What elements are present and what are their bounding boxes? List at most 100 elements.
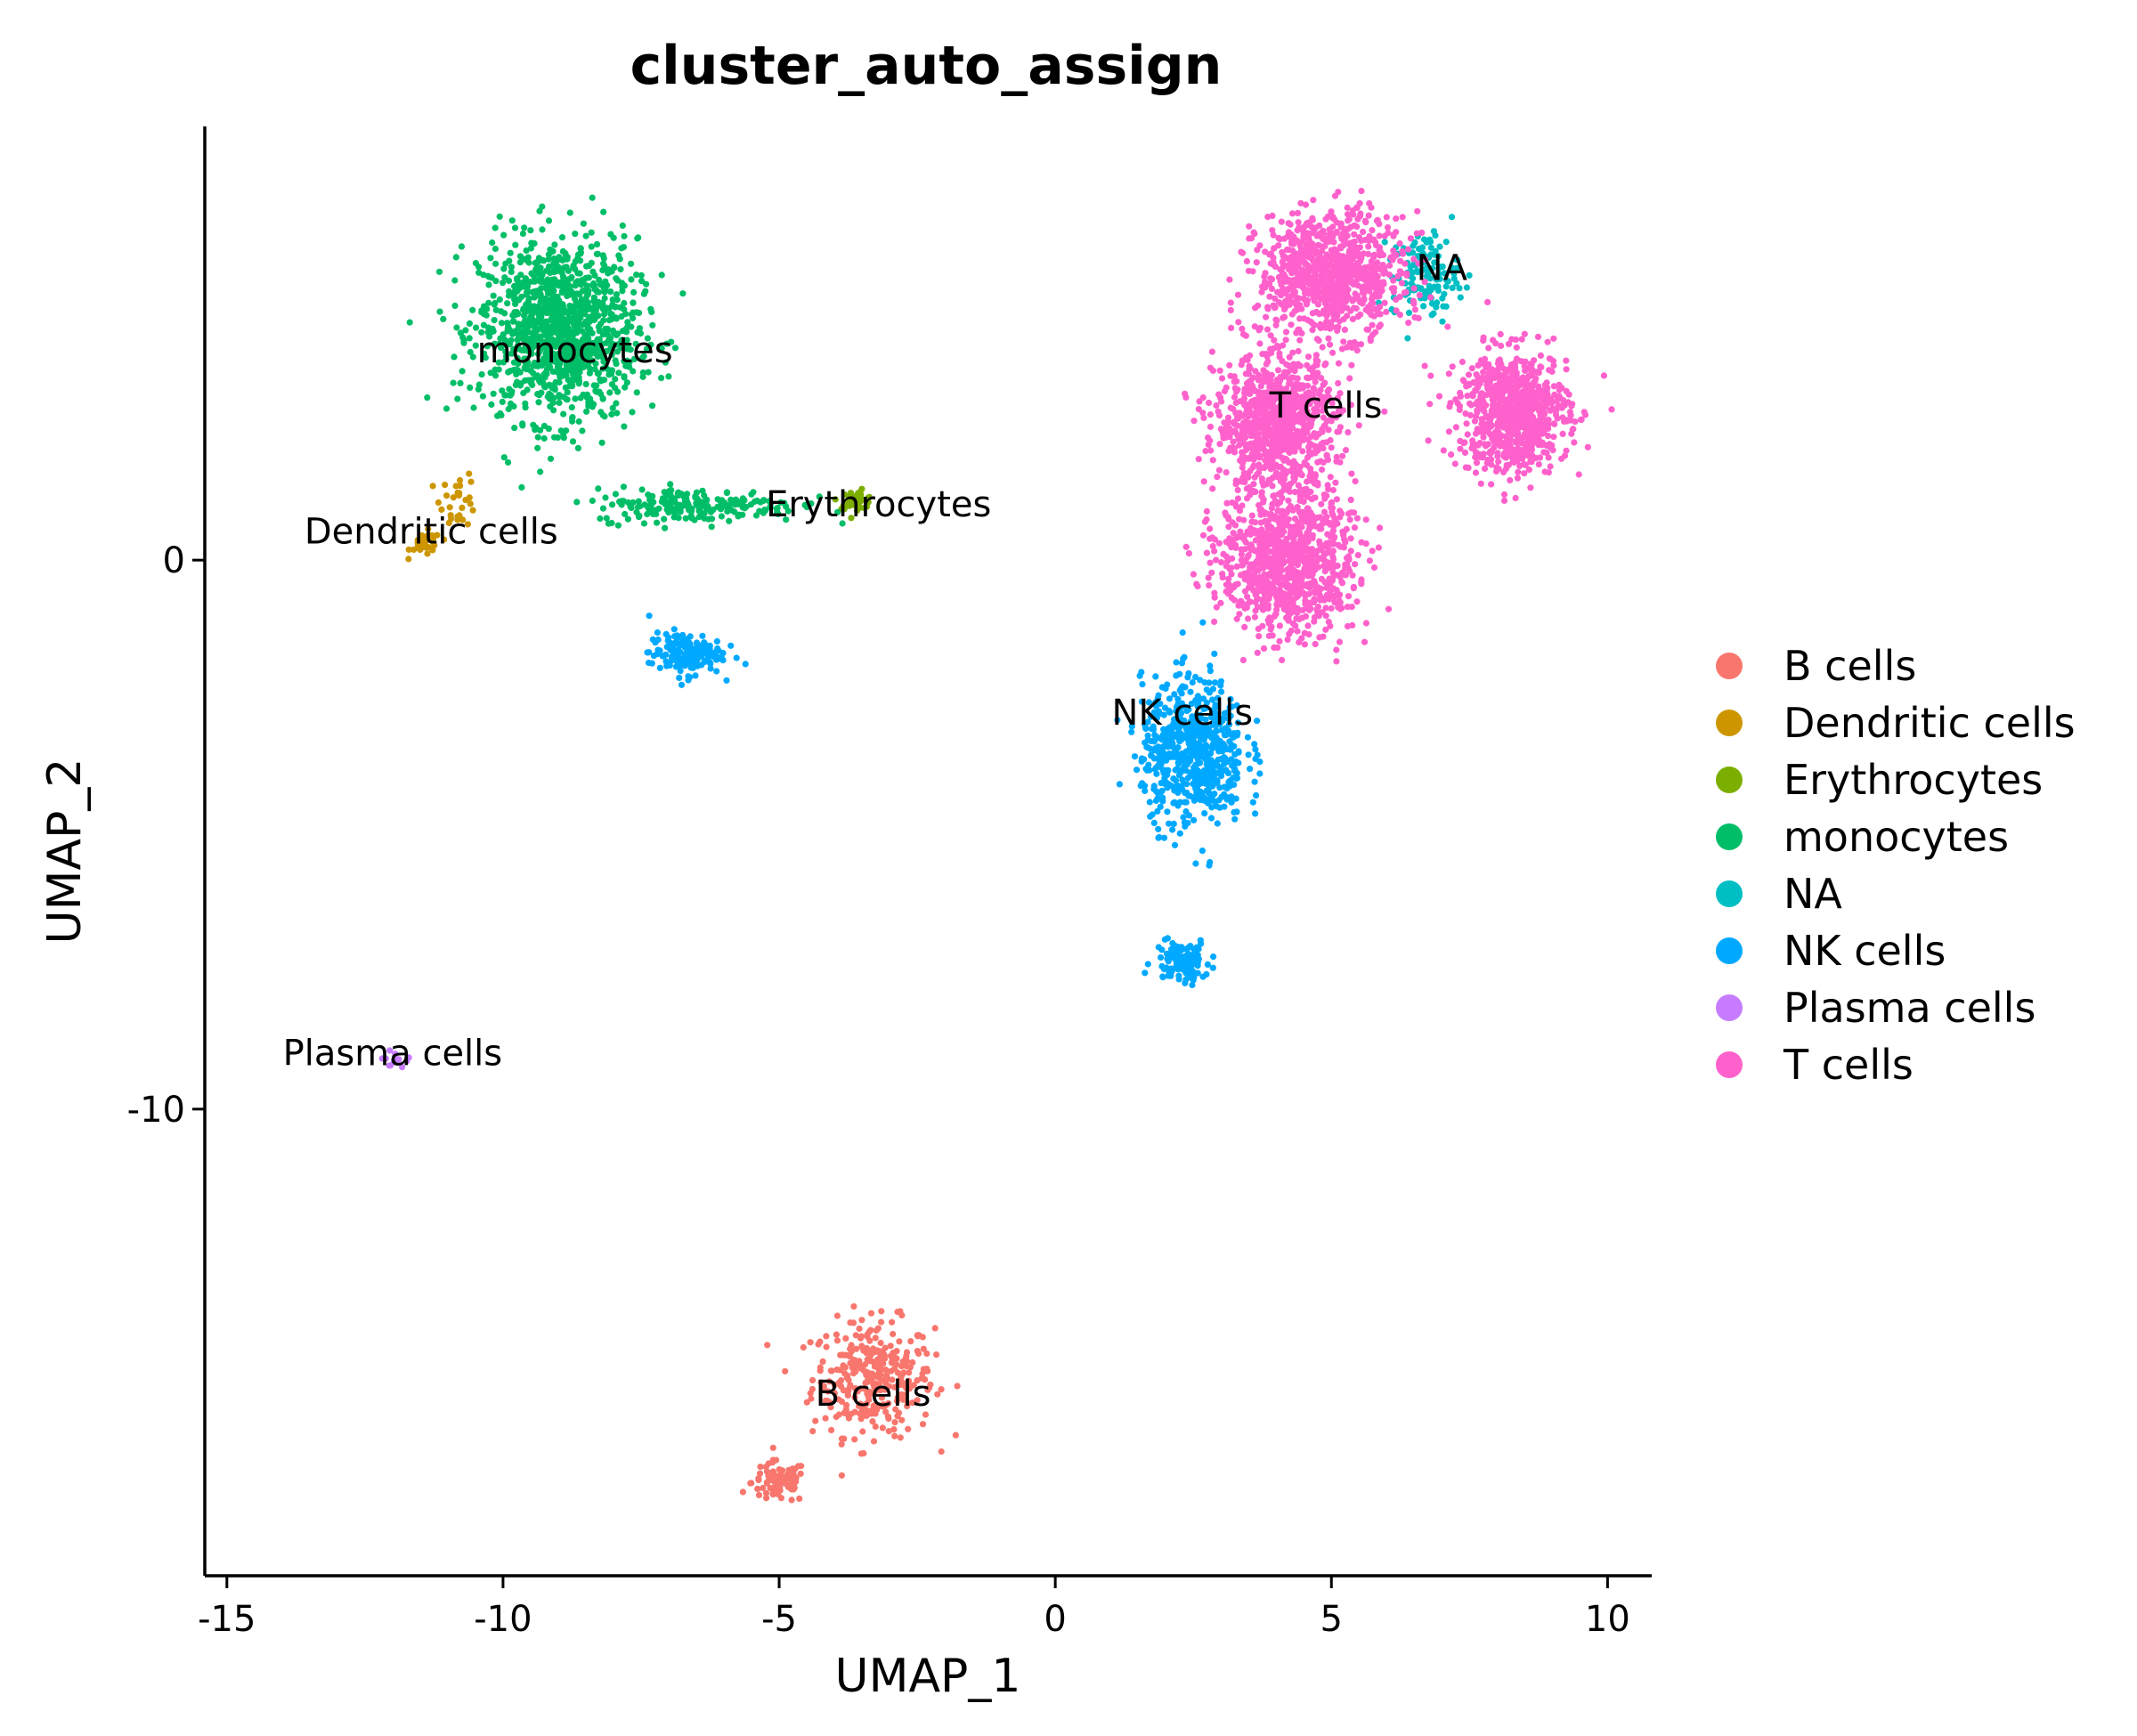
point [579, 427, 586, 434]
point [1239, 423, 1246, 430]
point [599, 411, 606, 419]
point [1226, 276, 1233, 283]
point [896, 1338, 903, 1345]
point [566, 302, 573, 310]
point [910, 1382, 917, 1389]
point [1260, 389, 1267, 396]
point [823, 1343, 830, 1351]
point [1250, 444, 1257, 451]
point [769, 1456, 776, 1464]
point [727, 642, 735, 649]
point [573, 280, 580, 287]
point [487, 369, 494, 377]
point [905, 1399, 912, 1407]
point [1339, 300, 1346, 307]
point [1329, 214, 1337, 221]
point [421, 537, 428, 544]
point [847, 1382, 854, 1389]
point [1345, 429, 1352, 436]
point [525, 295, 532, 302]
point [1176, 799, 1183, 806]
point [933, 1351, 940, 1359]
point [1286, 353, 1293, 361]
point [859, 1428, 866, 1435]
point [1371, 270, 1378, 277]
point [1252, 304, 1259, 312]
point [1337, 254, 1345, 261]
point [893, 1398, 901, 1405]
point [1228, 799, 1235, 806]
point [539, 277, 546, 284]
point [1172, 767, 1179, 774]
point [1247, 420, 1255, 427]
point [891, 1419, 898, 1426]
point [723, 489, 731, 496]
point [1368, 204, 1375, 211]
point [1275, 234, 1282, 241]
point [1282, 441, 1289, 448]
point [1189, 981, 1196, 989]
point [856, 1358, 863, 1365]
point [540, 434, 548, 442]
point [577, 257, 584, 264]
point [1255, 327, 1263, 334]
point [931, 1325, 938, 1332]
point [1381, 239, 1388, 246]
point [1261, 273, 1268, 280]
point [867, 1310, 875, 1317]
point [609, 296, 616, 304]
point [1372, 241, 1380, 249]
point [874, 1325, 882, 1332]
point [1339, 452, 1346, 459]
point [1296, 315, 1304, 322]
point [1206, 862, 1213, 869]
point [531, 343, 538, 350]
point [467, 478, 475, 485]
point [1288, 238, 1296, 245]
point [883, 1375, 891, 1382]
point [650, 653, 658, 660]
point [1216, 441, 1223, 448]
point [1151, 736, 1158, 743]
point [524, 288, 532, 295]
point [1326, 304, 1333, 311]
point [512, 241, 519, 248]
point [490, 390, 497, 397]
point [537, 264, 544, 272]
point [902, 1355, 909, 1362]
point [871, 1388, 879, 1395]
point [1276, 436, 1283, 443]
point [1206, 399, 1213, 407]
point [639, 373, 646, 380]
point [1239, 436, 1247, 443]
point [1329, 270, 1336, 277]
point [888, 1359, 896, 1366]
point [505, 322, 512, 329]
point [536, 377, 544, 384]
point [1214, 777, 1221, 784]
point [1187, 944, 1194, 951]
point [603, 515, 610, 522]
point [1434, 283, 1442, 290]
point [731, 508, 738, 515]
point [489, 239, 496, 247]
point [576, 291, 583, 298]
point [515, 342, 522, 349]
point [840, 1387, 848, 1394]
point [1199, 619, 1207, 626]
point [1312, 352, 1320, 359]
point [1163, 737, 1170, 744]
point [1158, 953, 1165, 961]
point [505, 277, 513, 284]
point [492, 299, 499, 306]
point [674, 490, 681, 497]
point [1318, 277, 1325, 284]
point [587, 340, 595, 347]
point [882, 1344, 889, 1351]
point [1323, 439, 1330, 446]
point [800, 1343, 807, 1351]
point [643, 345, 651, 353]
point [688, 515, 695, 522]
point [720, 499, 727, 507]
point [1216, 784, 1223, 791]
